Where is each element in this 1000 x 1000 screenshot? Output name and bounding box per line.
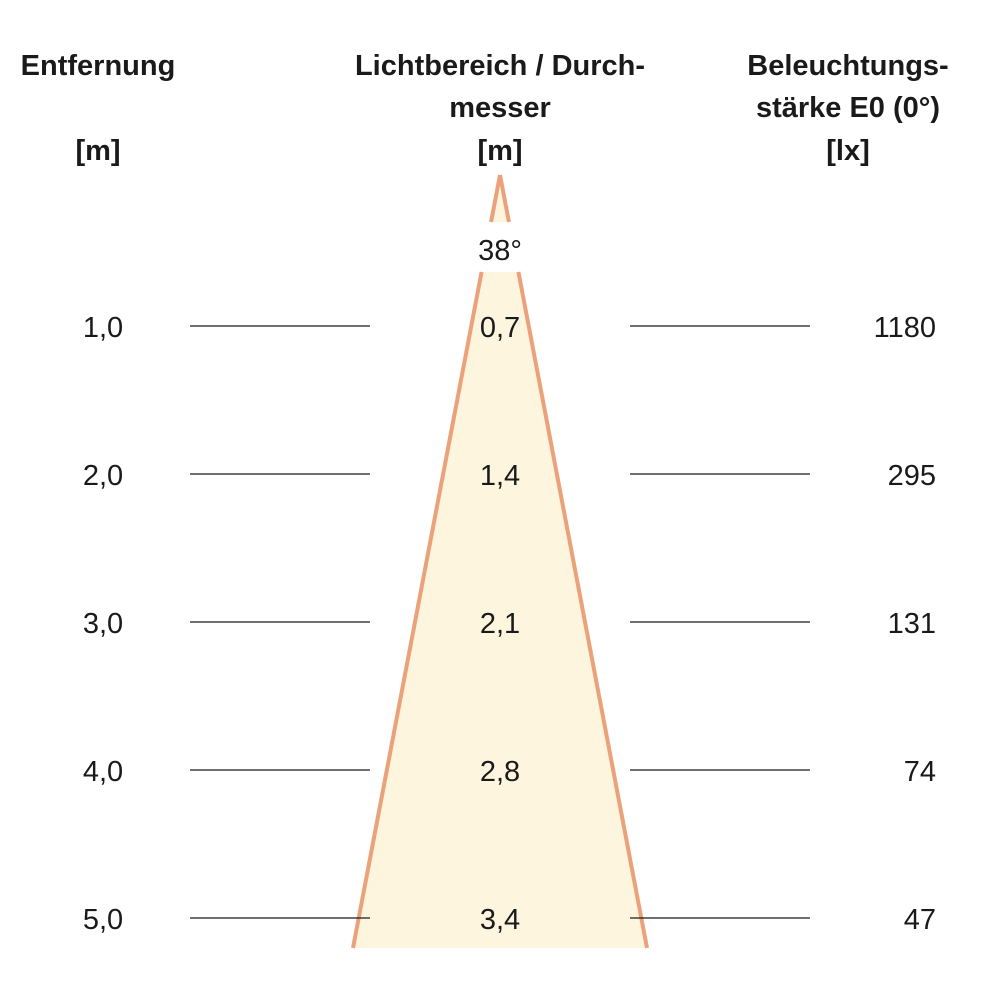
diameter-value: 1,4 xyxy=(480,460,520,492)
distance-value: 1,0 xyxy=(83,312,123,344)
header-diameter-line2: messer xyxy=(449,92,551,124)
header-illuminance-unit: [lx] xyxy=(826,135,870,167)
illuminance-value: 47 xyxy=(904,904,936,936)
diameter-value: 2,1 xyxy=(480,608,520,640)
light-cone-edges xyxy=(351,174,649,949)
diameter-value: 3,4 xyxy=(480,904,520,936)
distance-value: 3,0 xyxy=(83,608,123,640)
illuminance-value: 131 xyxy=(888,608,936,640)
header-illuminance-line2: stärke E0 (0°) xyxy=(756,92,940,124)
header-diameter: Lichtbereich / Durch- messer [m] xyxy=(355,50,645,167)
diameter-value: 2,8 xyxy=(480,756,520,788)
distance-value: 4,0 xyxy=(83,756,123,788)
table-row: 5,0 3,4 47 xyxy=(83,904,936,936)
header-illuminance: Beleuchtungs- stärke E0 (0°) [lx] xyxy=(747,50,948,167)
distance-value: 2,0 xyxy=(83,460,123,492)
cone-edge-left-1 xyxy=(489,174,502,223)
table-row: 4,0 2,8 74 xyxy=(83,756,936,788)
illuminance-value: 295 xyxy=(888,460,936,492)
header-diameter-unit: [m] xyxy=(477,135,522,167)
distance-value: 5,0 xyxy=(83,904,123,936)
light-cone xyxy=(353,175,647,948)
cone-edge-right-2 xyxy=(516,271,649,949)
angle-label-background xyxy=(440,222,560,272)
illuminance-value: 1180 xyxy=(874,312,936,344)
table-row: 1,0 0,7 1180 xyxy=(83,312,936,344)
cone-edge-right-1 xyxy=(498,174,511,223)
header-distance-title: Entfernung xyxy=(21,50,176,82)
illuminance-value: 74 xyxy=(904,756,936,788)
header-diameter-line1: Lichtbereich / Durch- xyxy=(355,50,645,82)
table-row: 3,0 2,1 131 xyxy=(83,608,936,640)
table-row: 2,0 1,4 295 xyxy=(83,460,936,492)
rows: 1,0 0,7 1180 2,0 1,4 295 3,0 2,1 131 4,0 2,8 74 5,0 3… xyxy=(83,312,936,936)
diameter-value: 0,7 xyxy=(480,312,520,344)
header-distance-unit: [m] xyxy=(75,135,120,167)
header-illuminance-line1: Beleuchtungs- xyxy=(747,50,948,82)
beam-angle-label: 38° xyxy=(478,235,522,267)
header-distance: Entfernung [m] xyxy=(21,50,176,167)
cone-edge-left-2 xyxy=(351,271,484,949)
